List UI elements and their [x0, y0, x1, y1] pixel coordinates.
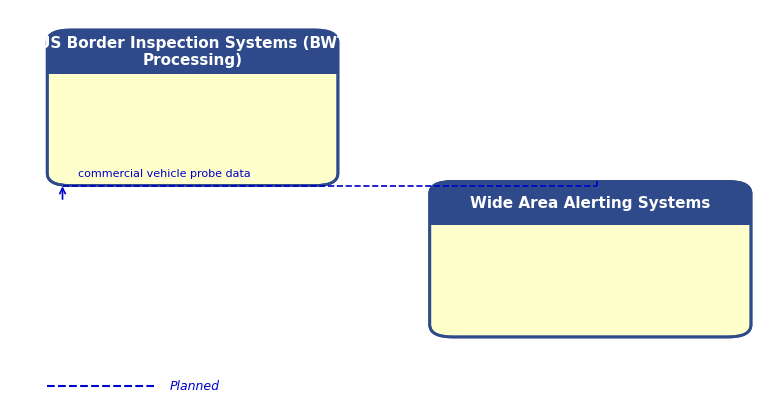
FancyBboxPatch shape: [430, 181, 751, 337]
Text: commercial vehicle probe data: commercial vehicle probe data: [78, 169, 251, 179]
Bar: [431, 203, 750, 225]
FancyBboxPatch shape: [47, 30, 338, 185]
Text: US Border Inspection Systems (BWT
Processing): US Border Inspection Systems (BWT Proces…: [38, 35, 348, 68]
Text: Wide Area Alerting Systems: Wide Area Alerting Systems: [470, 196, 710, 211]
FancyBboxPatch shape: [47, 30, 338, 74]
Text: Planned: Planned: [170, 379, 219, 393]
FancyBboxPatch shape: [430, 181, 751, 225]
Bar: [48, 52, 337, 74]
